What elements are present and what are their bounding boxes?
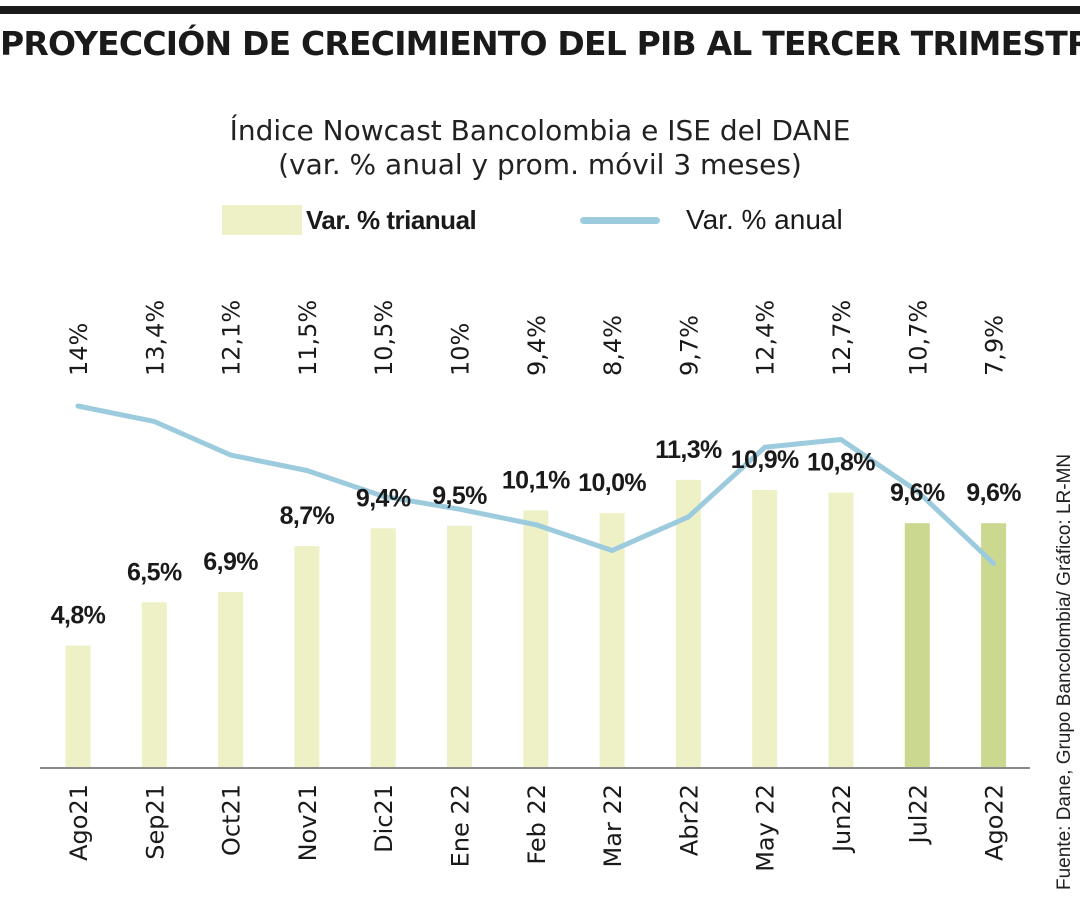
bar-2 bbox=[218, 592, 244, 768]
line-value-label-3: 11,5% bbox=[294, 300, 322, 376]
top-rule bbox=[0, 6, 1080, 14]
x-tick-label-4: Dic21 bbox=[370, 784, 398, 853]
legend-item-bars: Var. % trianual bbox=[222, 200, 477, 240]
line-point-9 bbox=[763, 445, 767, 449]
bar-7 bbox=[599, 513, 625, 768]
line-point-2 bbox=[229, 453, 233, 457]
x-tick-label-10: Jun22 bbox=[828, 784, 856, 854]
bar-9 bbox=[752, 490, 778, 768]
line-value-label-4: 10,5% bbox=[370, 300, 398, 376]
bar-5 bbox=[447, 525, 472, 768]
line-value-label-5: 10% bbox=[447, 323, 475, 376]
chart-plot: 4,8% 6,5% 6,9% 8,7% 9,4% 9,5% 10,1% 10,0% 11,3% 1… bbox=[40, 300, 1030, 872]
line-value-label-1: 13,4% bbox=[141, 300, 169, 376]
bar-value-label-1: 6,5% bbox=[127, 558, 182, 586]
bar-3 bbox=[294, 546, 320, 768]
bar-value-label-0: 4,8% bbox=[51, 602, 106, 630]
x-tick-label-3: Nov21 bbox=[294, 784, 322, 861]
line-point-8 bbox=[686, 515, 690, 519]
line-point-5 bbox=[458, 507, 461, 511]
line-value-label-6: 9,4% bbox=[523, 315, 551, 376]
line-value-label-11: 10,7% bbox=[904, 300, 932, 376]
line-value-label-8: 9,7% bbox=[675, 315, 703, 376]
bar-value-label-11: 9,6% bbox=[890, 479, 945, 507]
bar-4 bbox=[370, 528, 396, 768]
bar-value-label-7: 10,0% bbox=[578, 469, 646, 497]
chart-subtitle-line2: (var. % anual y prom. móvil 3 meses) bbox=[278, 148, 802, 181]
legend-label-bars: Var. % trianual bbox=[306, 204, 477, 235]
bar-value-label-12: 9,6% bbox=[966, 479, 1021, 507]
line-point-3 bbox=[305, 469, 309, 472]
bar-10 bbox=[828, 492, 854, 768]
bar-value-label-3: 8,7% bbox=[280, 502, 335, 530]
bar-value-label-8: 11,3% bbox=[655, 436, 722, 464]
x-tick-label-9: May 22 bbox=[752, 784, 780, 872]
line-value-label-2: 12,1% bbox=[218, 300, 246, 376]
bar-value-label-6: 10,1% bbox=[502, 466, 570, 494]
bar-value-label-4: 9,4% bbox=[356, 484, 411, 512]
bar-value-label-9: 10,9% bbox=[731, 446, 799, 474]
chart-subtitle-line1: Índice Nowcast Bancolombia e ISE del DAN… bbox=[229, 114, 851, 147]
line-value-label-12: 7,9% bbox=[981, 315, 1009, 376]
bar-value-label-10: 10,8% bbox=[807, 449, 875, 477]
x-tick-label-6: Feb 22 bbox=[523, 784, 551, 865]
bar-6 bbox=[523, 510, 549, 768]
x-tick-label-2: Oct21 bbox=[218, 784, 246, 856]
line-point-7 bbox=[610, 548, 614, 552]
line-value-label-9: 12,4% bbox=[752, 300, 780, 376]
line-point-11 bbox=[915, 489, 919, 493]
bar-1 bbox=[141, 602, 167, 768]
bar-11 bbox=[904, 523, 930, 768]
x-tick-label-8: Abr22 bbox=[675, 784, 703, 856]
line-value-label-10: 12,7% bbox=[828, 300, 856, 376]
x-tick-label-11: Jul22 bbox=[904, 784, 932, 846]
chart-title: PROYECCIÓN DE CRECIMIENTO DEL PIB AL TER… bbox=[0, 24, 1080, 63]
x-tick-label-5: Ene 22 bbox=[447, 784, 475, 867]
x-tick-label-7: Mar 22 bbox=[599, 784, 627, 867]
bar-12 bbox=[981, 523, 1007, 768]
x-tick-label-1: Sep21 bbox=[141, 784, 169, 860]
line-point-12 bbox=[992, 561, 996, 565]
legend-label-line: Var. % anual bbox=[686, 204, 843, 235]
bar-8 bbox=[675, 479, 701, 768]
line-point-6 bbox=[534, 523, 538, 527]
source-note: Fuente: Dane, Grupo Bancolombia/ Gráfico… bbox=[1054, 453, 1075, 890]
x-tick-label-12: Ago22 bbox=[981, 784, 1009, 861]
line-point-10 bbox=[839, 438, 843, 442]
bar-value-label-5: 9,5% bbox=[432, 482, 487, 510]
line-value-label-7: 8,4% bbox=[599, 315, 627, 376]
x-tick-label-0: Ago21 bbox=[65, 784, 93, 861]
line-value-label-0: 14% bbox=[65, 323, 93, 376]
line-point-4 bbox=[381, 494, 385, 498]
line-point-1 bbox=[152, 419, 156, 423]
line-point-0 bbox=[76, 404, 80, 408]
bar-value-label-2: 6,9% bbox=[203, 548, 258, 576]
legend-swatch-bars bbox=[222, 205, 302, 235]
legend-item-line: Var. % anual bbox=[580, 200, 843, 240]
bar-0 bbox=[65, 645, 91, 768]
legend-swatch-line bbox=[580, 216, 660, 224]
